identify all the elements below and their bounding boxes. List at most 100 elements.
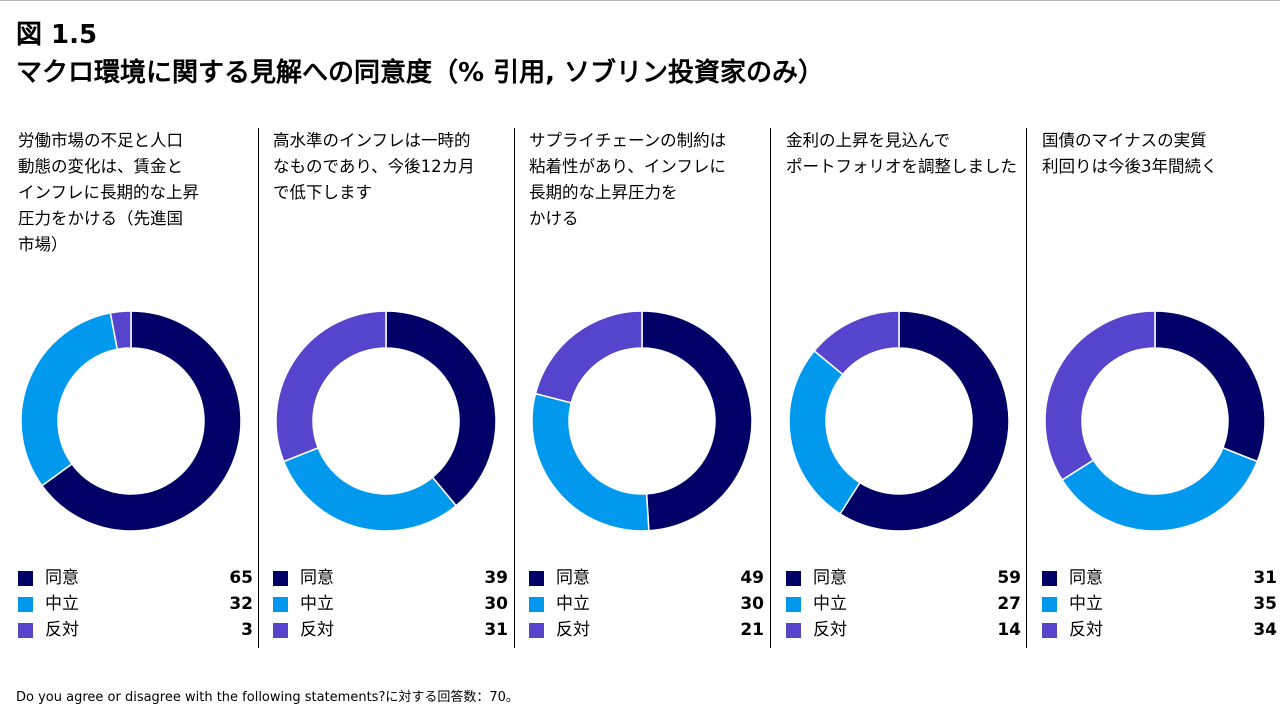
legend-value: 31 <box>1253 568 1277 588</box>
legend-label: 同意 <box>300 568 334 588</box>
slice-disagree <box>813 310 900 376</box>
legend-swatch <box>273 571 288 586</box>
legend-row-disagree: 反対 31 <box>273 617 508 643</box>
chart-panel-4: 金利の上昇を見込んで ポートフォリオを調整しました同意 59 中立 27 反対 14 <box>784 128 1039 648</box>
donut-chart <box>531 310 753 532</box>
legend-value: 59 <box>997 568 1021 588</box>
legend-row-disagree: 反対 14 <box>786 617 1021 643</box>
legend-swatch <box>273 623 288 638</box>
legend-label: 反対 <box>556 620 590 640</box>
slice-agree <box>385 310 497 507</box>
legend-label: 同意 <box>45 568 79 588</box>
legend-swatch <box>1042 623 1057 638</box>
slice-agree <box>40 310 242 532</box>
legend-swatch <box>273 597 288 612</box>
slice-neutral <box>282 446 458 532</box>
legend-value: 31 <box>484 620 508 640</box>
legend-value: 30 <box>740 594 764 614</box>
legend-value: 30 <box>484 594 508 614</box>
figure-number: 図 1.5 <box>16 20 98 50</box>
legend-label: 同意 <box>556 568 590 588</box>
chart-statement: 労働市場の不足と人口 動態の変化は、賃金と インフレに長期的な上昇 圧力をかける… <box>18 131 200 254</box>
legend-swatch <box>529 623 544 638</box>
legend-row-neutral: 中立 30 <box>529 591 764 617</box>
legend-value: 39 <box>484 568 508 588</box>
chart-legend: 同意 49 中立 30 反対 21 <box>529 565 764 643</box>
legend-row-neutral: 中立 35 <box>1042 591 1277 617</box>
legend-value: 32 <box>229 594 253 614</box>
legend-row-agree: 同意 31 <box>1042 565 1277 591</box>
chart-legend: 同意 39 中立 30 反対 31 <box>273 565 508 643</box>
legend-value: 65 <box>229 568 253 588</box>
legend-swatch <box>1042 597 1057 612</box>
legend-label: 反対 <box>1069 620 1103 640</box>
legend-row-disagree: 反対 21 <box>529 617 764 643</box>
figure-title: マクロ環境に関する見解への同意度（% 引用, ソブリン投資家のみ） <box>16 58 825 88</box>
legend-row-neutral: 中立 30 <box>273 591 508 617</box>
legend-row-neutral: 中立 27 <box>786 591 1021 617</box>
legend-value: 3 <box>241 620 253 640</box>
legend-value: 14 <box>997 620 1021 640</box>
chart-legend: 同意 65 中立 32 反対 3 <box>18 565 253 643</box>
legend-row-disagree: 反対 3 <box>18 617 253 643</box>
chart-panel-1: 労働市場の不足と人口 動態の変化は、賃金と インフレに長期的な上昇 圧力をかける… <box>16 128 271 648</box>
chart-panel-2: 高水準のインフレは一時的 なものであり、今後12カ月 で低下します同意 39 中立 3… <box>271 128 526 648</box>
donut-chart <box>1044 310 1266 532</box>
legend-swatch <box>529 571 544 586</box>
legend-row-agree: 同意 59 <box>786 565 1021 591</box>
legend-swatch <box>529 597 544 612</box>
slice-neutral <box>531 392 650 532</box>
legend-label: 中立 <box>556 594 590 614</box>
panel-divider <box>514 128 515 648</box>
legend-value: 27 <box>997 594 1021 614</box>
legend-row-neutral: 中立 32 <box>18 591 253 617</box>
legend-swatch <box>18 623 33 638</box>
legend-label: 反対 <box>813 620 847 640</box>
legend-label: 中立 <box>300 594 334 614</box>
slice-agree <box>641 310 753 532</box>
donut-chart <box>20 310 242 532</box>
donut-chart <box>275 310 497 532</box>
legend-label: 反対 <box>45 620 79 640</box>
slice-disagree <box>1044 310 1156 481</box>
legend-label: 中立 <box>813 594 847 614</box>
legend-label: 同意 <box>1069 568 1103 588</box>
panel-divider <box>770 128 771 648</box>
panel-divider <box>1026 128 1027 648</box>
chart-statement: 高水準のインフレは一時的 なものであり、今後12カ月 で低下します <box>273 131 475 202</box>
legend-swatch <box>786 597 801 612</box>
slice-disagree <box>534 310 643 404</box>
legend-value: 35 <box>1253 594 1277 614</box>
chart-legend: 同意 59 中立 27 反対 14 <box>786 565 1021 643</box>
chart-panel-5: 国債のマイナスの実質 利回りは今後3年間続く同意 31 中立 35 反対 34 <box>1040 128 1280 648</box>
donut-chart <box>788 310 1010 532</box>
legend-value: 34 <box>1253 620 1277 640</box>
legend-value: 21 <box>740 620 764 640</box>
legend-value: 49 <box>740 568 764 588</box>
legend-label: 中立 <box>45 594 79 614</box>
chart-legend: 同意 31 中立 35 反対 34 <box>1042 565 1277 643</box>
legend-label: 反対 <box>300 620 334 640</box>
legend-row-disagree: 反対 34 <box>1042 617 1277 643</box>
top-rule <box>0 0 1280 1</box>
legend-swatch <box>786 571 801 586</box>
chart-statement: 金利の上昇を見込んで ポートフォリオを調整しました <box>786 131 1017 176</box>
slice-neutral <box>1061 446 1259 532</box>
legend-label: 中立 <box>1069 594 1103 614</box>
slice-disagree <box>275 310 387 463</box>
legend-label: 同意 <box>813 568 847 588</box>
legend-row-agree: 同意 49 <box>529 565 764 591</box>
chart-panel-3: サプライチェーンの制約は 粘着性があり、インフレに 長期的な上昇圧力を かける同… <box>527 128 782 648</box>
legend-row-agree: 同意 39 <box>273 565 508 591</box>
slice-agree <box>839 310 1010 532</box>
chart-statement: 国債のマイナスの実質 利回りは今後3年間続く <box>1042 131 1218 176</box>
legend-swatch <box>18 571 33 586</box>
panel-divider <box>258 128 259 648</box>
legend-row-agree: 同意 65 <box>18 565 253 591</box>
slice-neutral <box>20 312 119 487</box>
footnote: Do you agree or disagree with the follow… <box>16 690 519 705</box>
slice-neutral <box>788 349 861 515</box>
chart-statement: サプライチェーンの制約は 粘着性があり、インフレに 長期的な上昇圧力を かける <box>529 131 727 228</box>
legend-swatch <box>1042 571 1057 586</box>
legend-swatch <box>18 597 33 612</box>
